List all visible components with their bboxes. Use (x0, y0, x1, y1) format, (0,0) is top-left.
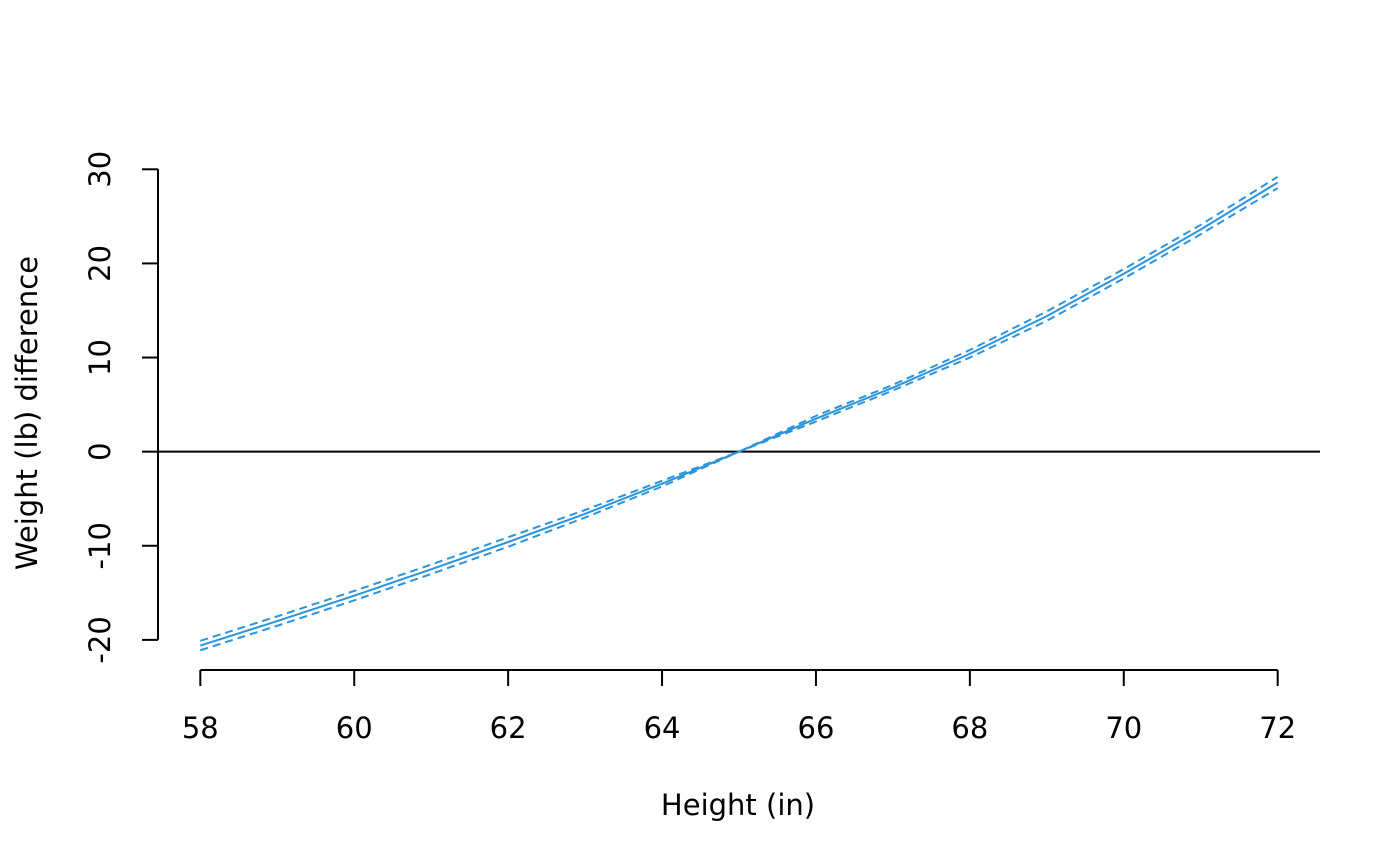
lower-bound-line (200, 187, 1279, 652)
y-tick-label: -20 (83, 616, 117, 663)
x-tick-label: 68 (951, 711, 988, 745)
y-axis-label: Weight (lb) difference (10, 256, 44, 570)
x-axis-label: Height (in) (661, 788, 815, 822)
series-group (200, 175, 1279, 652)
fit-line (200, 181, 1279, 647)
y-tick-label: 30 (83, 151, 117, 188)
x-tick-label: 64 (644, 711, 681, 745)
y-tick-label: 0 (83, 442, 117, 460)
y-tick-label: -10 (83, 522, 117, 569)
x-tick-label: 70 (1105, 711, 1142, 745)
x-tick-label: 66 (798, 711, 835, 745)
axes (142, 168, 1279, 686)
y-tick-label: 10 (83, 339, 117, 376)
y-tick-label: 20 (83, 245, 117, 282)
x-tick-label: 62 (490, 711, 527, 745)
upper-bound-line (200, 175, 1279, 642)
x-tick-label: 72 (1259, 711, 1296, 745)
x-tick-label: 58 (182, 711, 219, 745)
tick-labels: 58 60 62 64 66 68 70 72 -20 -10 0 10 20 30 (83, 151, 1296, 745)
x-tick-label: 60 (336, 711, 373, 745)
